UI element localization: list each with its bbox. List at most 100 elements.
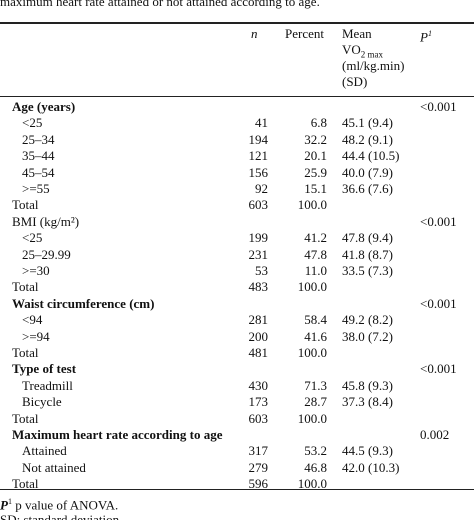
p-value: <0.001 bbox=[420, 361, 457, 377]
header-percent: Percent bbox=[285, 26, 324, 41]
footnote-sup: 1 bbox=[7, 497, 12, 506]
row-label: 25–29.99 bbox=[22, 246, 71, 262]
mean-value: 33.5 (7.3) bbox=[342, 263, 393, 278]
n-value: 53 bbox=[255, 263, 268, 278]
p-value: <0.001 bbox=[420, 213, 457, 229]
percent-value: 100.0 bbox=[297, 410, 327, 426]
row-label: 45–54 bbox=[22, 164, 55, 180]
percent-value: 71.3 bbox=[304, 377, 327, 393]
n-value: 430 bbox=[248, 377, 269, 393]
mean-value: 44.5 (9.3) bbox=[342, 443, 393, 459]
row-label: <25 bbox=[22, 230, 43, 246]
header-rule bbox=[0, 96, 474, 97]
header-mean-unit: (ml/kg.min) bbox=[342, 58, 405, 73]
row-label: Total bbox=[12, 410, 39, 426]
row-label: >=94 bbox=[22, 328, 50, 344]
n-value: 231 bbox=[248, 246, 269, 262]
mean-value: 41.8 (8.7) bbox=[342, 246, 393, 262]
top-rule bbox=[0, 22, 474, 24]
footnote-symbol: P bbox=[0, 497, 8, 513]
percent-value: 41.2 bbox=[304, 230, 327, 246]
row-label: Bicycle bbox=[22, 394, 62, 410]
footnote-text: SD: standard deviation bbox=[0, 512, 120, 520]
percent-value: 53.2 bbox=[304, 443, 327, 459]
n-value: 281 bbox=[248, 312, 269, 328]
n-value: 279 bbox=[248, 459, 269, 475]
mean-value: 40.0 (7.9) bbox=[342, 164, 393, 180]
n-value: 41 bbox=[255, 115, 268, 131]
row-label: 35–44 bbox=[22, 148, 55, 164]
percent-value: 41.6 bbox=[304, 328, 327, 344]
mean-value: 47.8 (9.4) bbox=[342, 230, 393, 246]
mean-value: 44.4 (10.5) bbox=[342, 148, 400, 164]
header-p: P1 bbox=[420, 26, 432, 45]
row-label: >=55 bbox=[22, 181, 50, 196]
row-label: <94 bbox=[22, 312, 43, 328]
mean-value: 42.0 (10.3) bbox=[342, 459, 400, 475]
mean-value: 48.2 (9.1) bbox=[342, 131, 393, 147]
percent-value: 32.2 bbox=[304, 131, 327, 147]
header-vo: VO bbox=[342, 42, 361, 57]
row-label: Total bbox=[12, 197, 39, 213]
n-value: 596 bbox=[248, 476, 269, 492]
row-label: Not attained bbox=[22, 459, 86, 475]
section-title: Type of test bbox=[12, 361, 77, 377]
row-label: >=30 bbox=[22, 263, 50, 278]
n-value: 194 bbox=[248, 131, 269, 147]
n-value: 603 bbox=[248, 197, 269, 213]
row-label: 25–34 bbox=[22, 131, 55, 147]
header-vo-sub: 2 max bbox=[360, 49, 384, 60]
percent-value: 20.1 bbox=[304, 148, 327, 164]
row-label: Total bbox=[12, 476, 39, 492]
n-value: 200 bbox=[248, 328, 269, 344]
row-label: Treadmill bbox=[22, 377, 73, 393]
n-value: 483 bbox=[248, 279, 269, 295]
percent-value: 11.0 bbox=[304, 263, 327, 278]
n-value: 603 bbox=[248, 410, 269, 426]
percent-value: 6.8 bbox=[310, 115, 327, 131]
row-label: Total bbox=[12, 345, 39, 360]
n-value: 173 bbox=[248, 394, 269, 410]
p-value: <0.001 bbox=[420, 99, 457, 114]
percent-value: 46.8 bbox=[304, 459, 327, 475]
mean-value: 45.8 (9.3) bbox=[342, 377, 393, 393]
header-n: n bbox=[251, 26, 258, 41]
percent-value: 15.1 bbox=[304, 181, 327, 196]
footnote-text: p value of ANOVA. bbox=[15, 497, 119, 513]
header-p-symbol: P bbox=[420, 29, 428, 45]
section-title: BMI (kg/m²) bbox=[12, 213, 80, 229]
footnote: P1 p value of ANOVA. bbox=[0, 494, 118, 513]
percent-value: 100.0 bbox=[297, 345, 327, 360]
section-title: Maximum heart rate according to age bbox=[12, 427, 223, 442]
n-value: 481 bbox=[248, 345, 269, 360]
percent-value: 47.8 bbox=[304, 246, 327, 262]
n-value: 317 bbox=[248, 443, 269, 459]
footnote: SD: standard deviation bbox=[0, 512, 119, 520]
p-value: 0.002 bbox=[420, 427, 450, 442]
percent-value: 25.9 bbox=[304, 164, 327, 180]
n-value: 156 bbox=[248, 164, 269, 180]
caption: maximum heart rate attained or not attai… bbox=[0, 0, 320, 9]
header-p-sup: 1 bbox=[427, 29, 432, 38]
section-title: Waist circumference (cm) bbox=[12, 295, 155, 311]
row-label: Attained bbox=[22, 443, 67, 459]
bottom-rule bbox=[0, 489, 474, 490]
mean-value: 38.0 (7.2) bbox=[342, 328, 393, 344]
n-value: 121 bbox=[248, 148, 269, 164]
n-value: 92 bbox=[255, 181, 268, 196]
mean-value: 49.2 (8.2) bbox=[342, 312, 393, 328]
row-label: <25 bbox=[22, 115, 43, 131]
mean-value: 45.1 (9.4) bbox=[342, 115, 393, 131]
header-mean-sd: (SD) bbox=[342, 74, 368, 89]
percent-value: 100.0 bbox=[297, 279, 327, 295]
percent-value: 28.7 bbox=[304, 394, 327, 410]
mean-value: 37.3 (8.4) bbox=[342, 394, 393, 410]
header-mean-vo2: VO2 max bbox=[342, 42, 383, 63]
mean-value: 36.6 (7.6) bbox=[342, 181, 393, 196]
percent-value: 58.4 bbox=[304, 312, 327, 328]
n-value: 199 bbox=[248, 230, 269, 246]
percent-value: 100.0 bbox=[297, 197, 327, 213]
row-label: Total bbox=[12, 279, 39, 295]
header-mean: Mean bbox=[342, 26, 372, 41]
